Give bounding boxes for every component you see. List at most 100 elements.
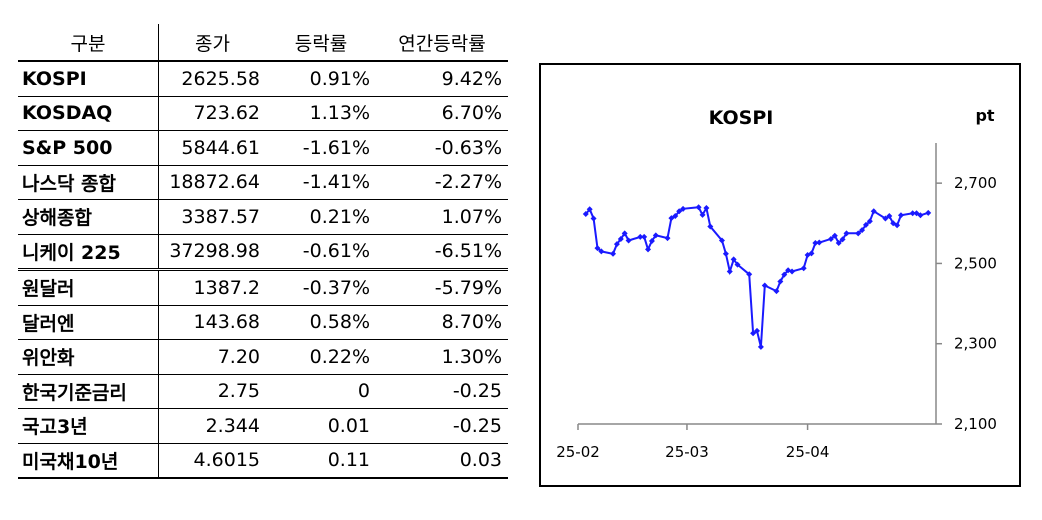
header-ytd-change: 연간등락률	[376, 24, 508, 62]
row-ytd-change: -0.25	[376, 374, 508, 409]
x-ticks: 25-02 25-03 25-04	[556, 424, 829, 461]
row-name: 미국채10년	[18, 443, 159, 479]
data-point	[707, 223, 714, 230]
row-name: 국고3년	[18, 408, 159, 444]
data-point	[812, 239, 819, 246]
data-point	[808, 250, 815, 257]
data-point	[734, 261, 741, 268]
data-point	[917, 212, 924, 219]
row-ytd-change: -0.63%	[376, 130, 508, 166]
data-point	[699, 211, 706, 218]
data-point	[610, 250, 617, 257]
data-point	[831, 232, 838, 239]
row-close: 143.68	[158, 305, 266, 340]
row-change: 0	[266, 374, 376, 409]
row-name: S&P 500	[18, 130, 159, 166]
table-header-row: 구분 종가 등락률 연간등락률	[18, 24, 508, 62]
row-ytd-change: 6.70%	[376, 96, 508, 131]
data-point	[590, 215, 597, 222]
header-change: 등락률	[266, 24, 376, 62]
table-row: 나스닥 종합 18872.64 -1.41% -2.27%	[18, 165, 508, 200]
table-row: KOSPI 2625.58 0.91% 9.42%	[18, 61, 508, 97]
row-change: 1.13%	[266, 96, 376, 131]
row-change: -0.37%	[266, 269, 376, 306]
table-row: 니케이 225 37298.98 -0.61% -6.51%	[18, 234, 508, 271]
row-ytd-change: 1.30%	[376, 339, 508, 375]
table-row: 한국기준금리 2.75 0 -0.25	[18, 374, 508, 409]
row-change: 0.21%	[266, 199, 376, 235]
data-point	[703, 205, 710, 212]
data-point	[722, 250, 729, 257]
y-tick-label: 2,700	[954, 174, 997, 192]
table-row: 상해종합 3387.57 0.21% 1.07%	[18, 199, 508, 235]
chart-series	[582, 204, 932, 350]
data-point	[672, 213, 679, 220]
data-point	[862, 221, 869, 228]
data-point	[625, 237, 632, 244]
data-point	[645, 246, 652, 253]
data-point	[835, 239, 842, 246]
x-tick-label: 25-02	[556, 443, 600, 461]
data-point	[621, 230, 628, 237]
data-point	[866, 218, 873, 225]
chart-canvas: KOSPI pt 2,100 2,300 2,500 2,700 25-02 25-03…	[556, 106, 997, 461]
row-ytd-change: -6.51%	[376, 234, 508, 271]
row-change: -1.61%	[266, 130, 376, 166]
data-point	[800, 265, 807, 272]
row-ytd-change: 0.03	[376, 443, 508, 479]
kospi-chart: KOSPI pt 2,100 2,300 2,500 2,700 25-02 25-03…	[539, 63, 1021, 487]
data-point	[648, 237, 655, 244]
row-close: 5844.61	[158, 130, 266, 166]
table-row: 위안화 7.20 0.22% 1.30%	[18, 339, 508, 375]
row-ytd-change: -0.25	[376, 408, 508, 444]
data-point	[598, 248, 605, 255]
chart-title: KOSPI	[709, 107, 774, 129]
table-row: 국고3년 2.344 0.01 -0.25	[18, 408, 508, 444]
row-name: 한국기준금리	[18, 374, 159, 409]
row-change: 0.01	[266, 408, 376, 444]
market-summary-table: 구분 종가 등락률 연간등락률 KOSPI 2625.58 0.91% 9.42% KO…	[18, 24, 508, 479]
row-close: 2.75	[158, 374, 266, 409]
row-ytd-change: -5.79%	[376, 269, 508, 306]
data-point	[726, 268, 733, 275]
row-ytd-change: 8.70%	[376, 305, 508, 340]
data-point	[843, 230, 850, 237]
row-close: 3387.57	[158, 199, 266, 235]
table-row: 미국채10년 4.6015 0.11 0.03	[18, 443, 508, 479]
row-close: 7.20	[158, 339, 266, 375]
data-point	[718, 237, 725, 244]
data-point	[676, 208, 683, 215]
data-point	[886, 213, 893, 220]
data-point	[594, 245, 601, 252]
header-category: 구분	[18, 24, 159, 62]
data-point	[890, 220, 897, 227]
data-point	[680, 205, 687, 212]
data-point	[909, 210, 916, 217]
row-ytd-change: -2.27%	[376, 165, 508, 200]
y-tick-label: 2,100	[954, 415, 997, 433]
row-ytd-change: 1.07%	[376, 199, 508, 235]
row-name: 나스닥 종합	[18, 165, 159, 200]
row-name: KOSPI	[18, 61, 159, 97]
data-point	[613, 241, 620, 248]
row-change: 0.22%	[266, 339, 376, 375]
row-close: 37298.98	[158, 234, 266, 271]
table-row: KOSDAQ 723.62 1.13% 6.70%	[18, 96, 508, 131]
data-point	[897, 212, 904, 219]
data-point	[695, 204, 702, 211]
data-point	[882, 215, 889, 222]
row-name: 달러엔	[18, 305, 159, 340]
row-close: 1387.2	[158, 269, 266, 306]
y-axis-unit: pt	[975, 106, 994, 125]
data-point	[855, 230, 862, 237]
row-close: 4.6015	[158, 443, 266, 479]
y-tick-label: 2,500	[954, 254, 997, 272]
row-change: 0.58%	[266, 305, 376, 340]
data-point	[781, 271, 788, 278]
data-point	[730, 256, 737, 263]
row-close: 723.62	[158, 96, 266, 131]
data-point	[777, 278, 784, 285]
x-tick-label: 25-03	[665, 443, 709, 461]
data-point	[754, 327, 760, 334]
data-point	[637, 233, 644, 240]
